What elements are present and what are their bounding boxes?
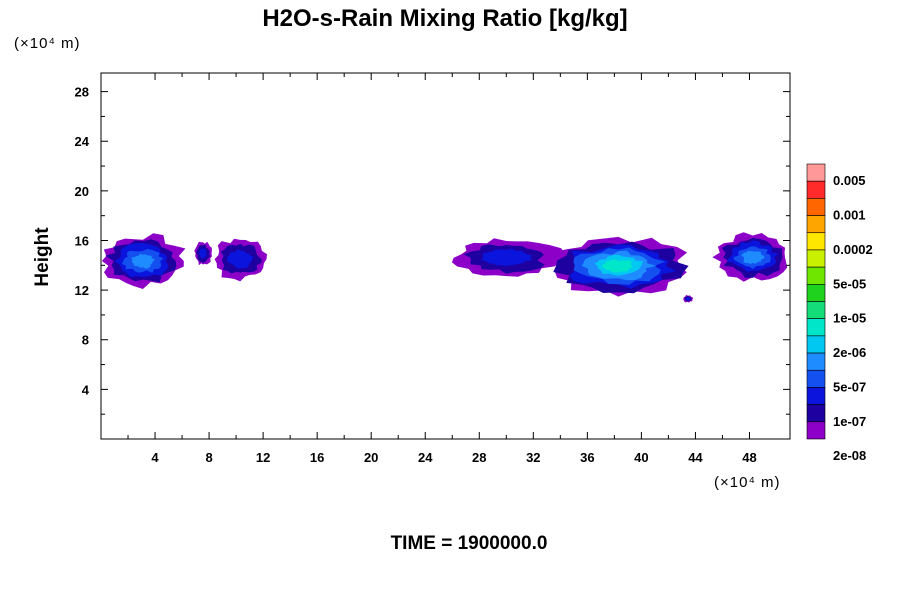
rain-contour — [741, 250, 765, 264]
y-tick-label: 4 — [82, 382, 90, 397]
colorbar-segment — [806, 318, 826, 337]
x-tick-label: 32 — [526, 450, 540, 465]
x-tick-label: 48 — [742, 450, 756, 465]
rain-contour — [131, 253, 156, 269]
rain-contour — [481, 248, 533, 266]
colorbar-segment — [806, 198, 826, 216]
x-tick-label: 16 — [310, 450, 324, 465]
colorbar-segment — [806, 387, 826, 405]
y-tick-label: 12 — [75, 283, 89, 298]
colorbar-segment — [806, 163, 826, 182]
colorbar-segment — [806, 335, 826, 354]
colorbar-segment — [806, 404, 826, 423]
time-label: TIME = 1900000.0 — [391, 533, 548, 554]
x-axis-unit: (×10⁴ m) — [714, 474, 781, 491]
y-tick-label: 28 — [75, 85, 89, 100]
colorbar-segment — [806, 284, 826, 302]
rain-contour — [227, 249, 254, 269]
plot-frame — [100, 72, 791, 440]
x-tick-label: 40 — [634, 450, 648, 465]
colorbar-segment — [806, 369, 826, 388]
colorbar-segment — [806, 301, 826, 319]
x-tick-label: 20 — [364, 450, 378, 465]
colorbar-segment — [806, 421, 826, 440]
colorbar-label: 0.005 — [833, 173, 866, 188]
colorbar-label: 5e-05 — [833, 276, 866, 291]
y-axis-unit: (×10⁴ m) — [14, 35, 81, 52]
x-tick-label: 36 — [580, 450, 594, 465]
y-axis: 4 8 12 16 20 24 28 — [75, 85, 790, 415]
x-tick-label: 4 — [151, 450, 159, 465]
colorbar-label: 2e-06 — [833, 345, 866, 360]
x-tick-label: 28 — [472, 450, 486, 465]
chart-title: H2O-s-Rain Mixing Ratio [kg/kg] — [262, 5, 627, 32]
y-axis-label: Height — [32, 227, 53, 287]
colorbar-label: 2e-08 — [833, 448, 866, 463]
colorbar-segment — [806, 232, 826, 251]
colorbar-label: 5e-07 — [833, 379, 866, 394]
y-tick-label: 24 — [75, 134, 90, 149]
x-tick-label: 12 — [256, 450, 270, 465]
colorbar-segment — [806, 215, 826, 234]
colorbar-segment — [806, 249, 826, 268]
colorbar-label: 0.001 — [833, 208, 866, 223]
x-tick-label: 44 — [688, 450, 703, 465]
y-tick-label: 16 — [75, 233, 89, 248]
colorbar: 0.005 0.001 0.0002 5e-05 1e-05 2e-06 5e-07 1e-0… — [806, 163, 873, 463]
colorbar-label: 0.0002 — [833, 242, 873, 257]
rain-contour — [601, 259, 633, 273]
y-tick-label: 20 — [75, 184, 89, 199]
colorbar-segment — [806, 180, 826, 199]
x-tick-label: 24 — [418, 450, 433, 465]
y-tick-label: 8 — [82, 333, 89, 348]
colorbar-label: 1e-05 — [833, 311, 866, 326]
rain-contour — [685, 297, 691, 301]
x-axis: 4 8 12 16 20 24 28 32 36 40 44 48 — [127, 73, 757, 465]
colorbar-segment — [806, 266, 826, 285]
colorbar-segment — [806, 352, 826, 371]
rain-field — [101, 232, 788, 303]
rain-contour — [199, 248, 207, 260]
colorbar-label: 1e-07 — [833, 414, 866, 429]
x-tick-label: 8 — [205, 450, 212, 465]
